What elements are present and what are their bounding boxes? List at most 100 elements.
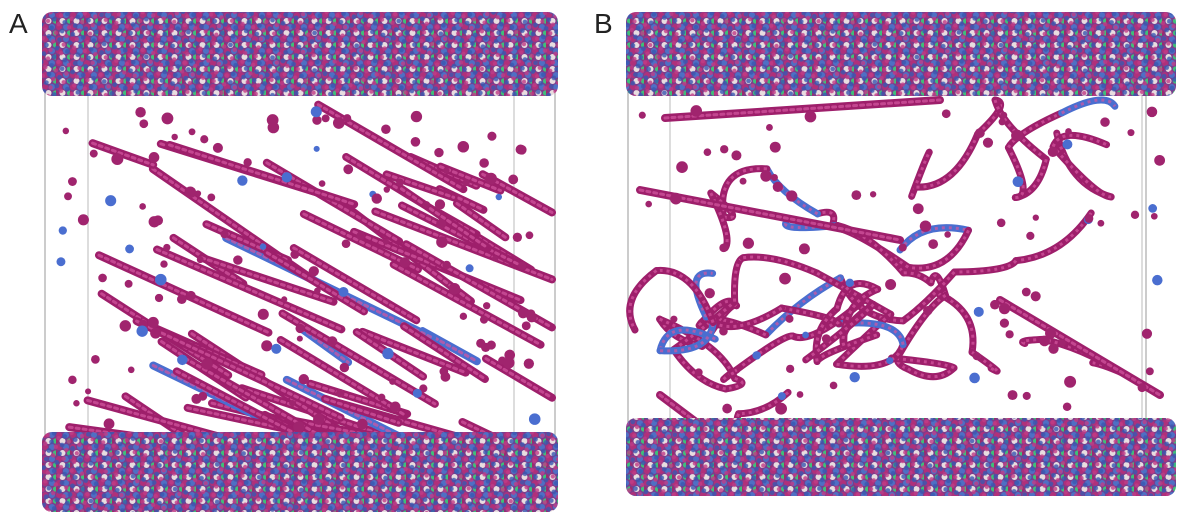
atom-cluster [1062, 402, 1072, 412]
atom-cluster [154, 293, 164, 303]
rod-beads [929, 274, 947, 296]
atom-cluster [944, 231, 951, 238]
panel-label: B [594, 8, 613, 39]
atom-cluster [704, 288, 715, 299]
atom-cluster [338, 286, 349, 297]
atom-cluster [377, 393, 386, 402]
atom-cluster [523, 358, 535, 369]
rod [904, 364, 958, 381]
atom-cluster [336, 389, 345, 398]
rod-beads [1007, 111, 1063, 149]
atom-cluster [281, 172, 292, 183]
atom-cluster [923, 305, 933, 316]
atom-cluster [886, 357, 894, 365]
atom-cluster [928, 239, 939, 249]
rod-beads [155, 248, 343, 331]
atom-cluster [194, 190, 202, 197]
rod-beads [135, 319, 343, 420]
atom-cluster [1152, 274, 1163, 286]
rod [934, 290, 977, 356]
rod-beads [300, 327, 350, 364]
atom-cluster [136, 325, 148, 337]
atom-cluster [1007, 390, 1018, 401]
rod-beads [323, 397, 401, 425]
atom-cluster [508, 174, 519, 185]
atom-cluster [719, 326, 728, 336]
atom-cluster [62, 127, 70, 135]
rod-beads [725, 376, 744, 391]
atom-cluster [198, 391, 208, 401]
atom-cluster [259, 243, 267, 250]
rod-beads [738, 391, 790, 416]
atom-cluster [483, 302, 491, 310]
rod-beads [1052, 145, 1112, 199]
atom-cluster [436, 236, 448, 248]
atom-cluster [1145, 367, 1154, 376]
atom-cluster [742, 237, 755, 249]
atom-cluster [207, 193, 216, 202]
atom-cluster [1012, 176, 1024, 188]
atom-cluster [289, 400, 296, 407]
atom-cluster [371, 193, 382, 204]
rod [626, 267, 660, 334]
atom-cluster [171, 133, 178, 141]
atom-cluster [152, 215, 164, 226]
atom-cluster [495, 193, 503, 201]
bottom-slab-texture [42, 432, 558, 512]
atom-cluster [638, 111, 646, 119]
atom-cluster [1022, 391, 1031, 400]
atom-cluster [487, 131, 497, 141]
atom-cluster [515, 144, 526, 155]
atom-cluster [89, 149, 98, 158]
atom-cluster [127, 366, 135, 374]
rod-beads [281, 312, 437, 406]
atom-cluster [257, 308, 269, 320]
atom-cluster [722, 403, 733, 414]
atom-cluster [196, 256, 204, 264]
atom-cluster [1100, 117, 1110, 127]
atom-cluster [1146, 106, 1158, 118]
atom-cluster [448, 282, 461, 295]
atom-cluster [423, 201, 431, 209]
atom-cluster [295, 323, 305, 334]
atom-cluster [281, 296, 288, 303]
atom-cluster [77, 214, 89, 226]
atom-cluster [313, 145, 320, 152]
rod-beads [722, 368, 738, 381]
atom-cluster [526, 309, 536, 319]
atom-cluster [161, 112, 174, 125]
atom-cluster [410, 110, 423, 123]
rod-beads [659, 322, 715, 353]
rod-beads [998, 298, 1162, 397]
atom-cluster [1011, 129, 1023, 142]
rod-beads [672, 300, 736, 351]
atom-cluster [389, 401, 401, 413]
atom-cluster [327, 336, 338, 347]
atom-cluster [314, 287, 321, 295]
atom-cluster [339, 362, 350, 373]
atom-cluster [308, 266, 319, 277]
atom-cluster [998, 118, 1006, 126]
rod-beads [837, 224, 905, 274]
atom-cluster [1005, 330, 1014, 339]
atom-cluster [690, 105, 703, 117]
atom-cluster [885, 279, 897, 291]
atom-cluster [160, 260, 168, 268]
rod-beads [694, 271, 713, 318]
atom-cluster [1065, 128, 1072, 135]
atom-cluster [731, 150, 742, 161]
atom-cluster [1026, 231, 1035, 240]
atom-cluster [212, 142, 223, 153]
atom-cluster [103, 418, 115, 430]
atom-cluster [111, 153, 124, 166]
atom-cluster [186, 290, 196, 301]
atom-cluster [56, 257, 66, 267]
atom-cluster [293, 421, 305, 433]
atom-cluster [332, 117, 345, 129]
panel-a [42, 12, 558, 512]
rod-beads [1092, 361, 1122, 374]
atom-cluster [356, 418, 368, 430]
rod-beads [709, 192, 729, 249]
atom-cluster [188, 128, 196, 136]
atom-cluster [479, 315, 489, 324]
